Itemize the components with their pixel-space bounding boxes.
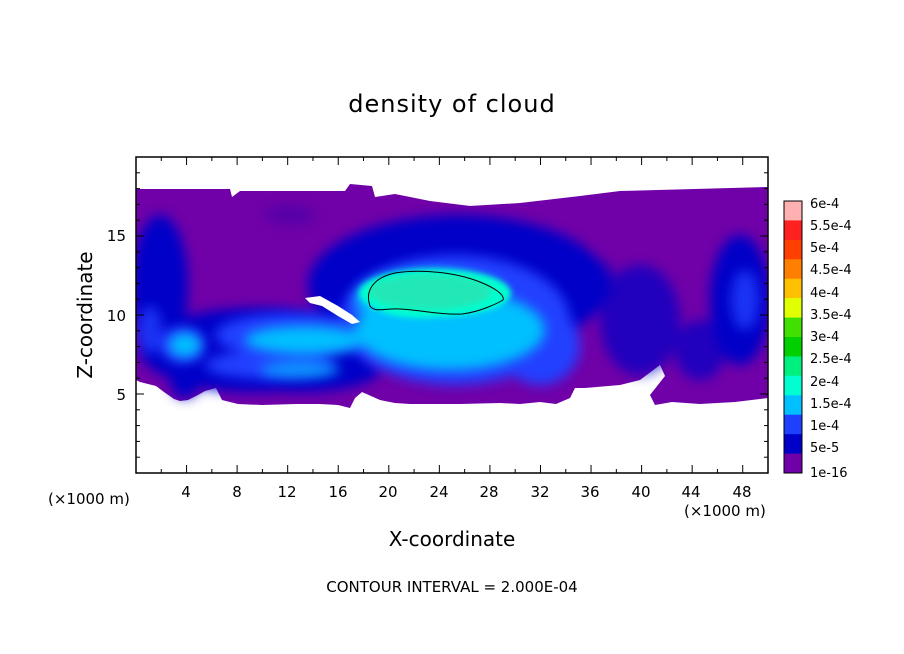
x-tick-label: 36 [580, 483, 599, 501]
colorbar-swatch [784, 414, 802, 435]
colorbar-labels: 6e-4 5.5e-4 5e-4 4.5e-4 4e-4 3.5e-4 3e-4… [810, 197, 852, 481]
x-tick-label: 28 [479, 483, 498, 501]
colorbar-swatch [784, 434, 802, 455]
x-unit-label: (×1000 m) [684, 502, 766, 520]
colorbar-tick-label: 6e-4 [810, 197, 839, 212]
colorbar-swatch [784, 278, 802, 299]
colorbar-tick-label: 3e-4 [810, 330, 839, 345]
y-tick-label: 15 [107, 227, 126, 245]
colorbar-tick-label: 2.5e-4 [810, 352, 852, 367]
colorbar-swatch [784, 239, 802, 260]
axis-ticks [135, 156, 769, 474]
x-tick-label: 8 [232, 483, 242, 501]
y-unit-label: (×1000 m) [48, 490, 130, 508]
colorbar-tick-label: 5e-5 [810, 441, 839, 456]
colorbar-tick-label: 4e-4 [810, 286, 839, 301]
colorbar-tick-label: 2e-4 [810, 375, 839, 390]
x-tick-label: 12 [277, 483, 296, 501]
x-tick-label: 44 [681, 483, 700, 501]
x-tick-label: 24 [429, 483, 448, 501]
colorbar-tick-label: 4.5e-4 [810, 263, 852, 278]
x-tick-labels: 4 8 12 16 20 24 28 32 36 40 44 48 [181, 483, 751, 501]
x-tick-label: 20 [378, 483, 397, 501]
colorbar-swatch [784, 220, 802, 241]
y-tick-label: 5 [116, 386, 126, 404]
x-tick-label: 48 [732, 483, 751, 501]
colorbar-tick-label: 5.5e-4 [810, 219, 852, 234]
colorbar-swatch [784, 337, 802, 357]
x-axis-label: X-coordinate [389, 527, 516, 551]
colorbar-tick-label: 1e-16 [810, 466, 848, 481]
contour-interval-note: CONTOUR INTERVAL = 2.000E-04 [326, 578, 577, 596]
x-tick-label: 4 [181, 483, 191, 501]
colorbar-swatch [784, 259, 802, 280]
x-tick-label: 40 [631, 483, 650, 501]
colorbar-swatch [784, 298, 802, 319]
clear-gap [305, 296, 360, 324]
chart-title: density of cloud [348, 90, 555, 118]
x-tick-label: 16 [328, 483, 347, 501]
y-axis-label: Z-coordinate [73, 251, 97, 378]
colorbar-frame [783, 200, 803, 474]
heatmap-field [136, 184, 768, 408]
colorbar-tick-label: 3.5e-4 [810, 308, 852, 323]
colorbar-swatch [784, 201, 802, 221]
contour-line [368, 270, 504, 315]
colorbar-swatch [784, 356, 802, 377]
x-tick-label: 32 [530, 483, 549, 501]
colorbar-swatch [784, 453, 802, 474]
colorbar-swatch [784, 395, 802, 416]
colorbar-tick-label: 1e-4 [810, 419, 839, 434]
cloud-core [368, 274, 492, 310]
colorbar-swatch [784, 317, 802, 338]
y-tick-label: 10 [107, 307, 126, 325]
colorbar-tick-label: 1.5e-4 [810, 397, 852, 412]
colorbar [783, 200, 803, 474]
colorbar-tick-label: 5e-4 [810, 241, 839, 256]
colorbar-swatch [784, 375, 802, 396]
